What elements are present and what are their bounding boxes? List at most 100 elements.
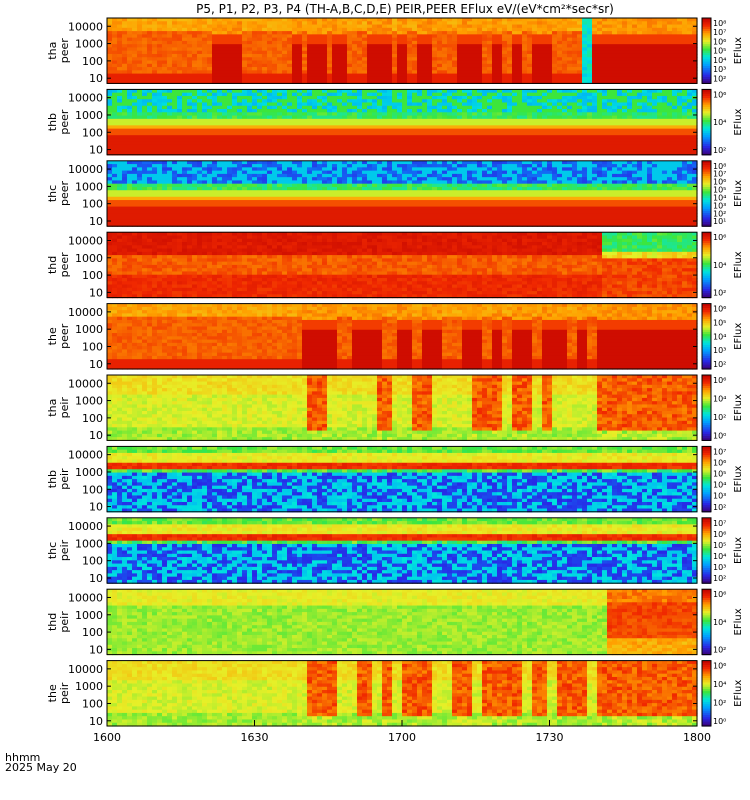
x-tick-label: 1600 — [93, 731, 121, 744]
colorbar-label: EFlux — [733, 323, 744, 350]
y-tick-label: 10000 — [68, 234, 103, 247]
panel-label-species: peer — [58, 181, 71, 207]
colorbar-label: EFlux — [733, 394, 744, 421]
colorbar-tick-label: 10⁴ — [713, 261, 726, 270]
y-tick-label: 10000 — [68, 377, 103, 390]
y-tick-label: 100 — [82, 55, 103, 68]
colorbar-tick-label: 10² — [713, 646, 726, 655]
panel-label-species: peir — [58, 611, 71, 633]
y-tick-label: 100 — [82, 126, 103, 139]
colorbar-tick-label: 10³ — [713, 492, 726, 501]
y-tick-label: 100 — [82, 412, 103, 425]
colorbar-tick-label: 10⁴ — [713, 332, 726, 341]
spectrogram-the-peir — [107, 661, 698, 727]
panel-label-species: peer — [58, 252, 71, 278]
y-tick-label: 1000 — [75, 537, 103, 550]
y-tick-label: 10 — [89, 72, 103, 85]
colorbar-tick-label: 10² — [713, 146, 726, 155]
panel-label-species: peer — [58, 109, 71, 135]
colorbar-tick-label: 10² — [713, 413, 726, 422]
colorbar-tick-label: 10¹ — [713, 217, 726, 226]
colorbar-tick-label: 10⁷ — [713, 28, 726, 37]
chart-title: P5, P1, P2, P3, P4 (TH-A,B,C,D,E) PEIR,P… — [196, 2, 614, 16]
colorbar-tick-label: 10⁴ — [713, 680, 726, 689]
y-tick-label: 1000 — [75, 466, 103, 479]
y-tick-label: 10000 — [68, 92, 103, 105]
colorbar-tick-label: 10² — [713, 699, 726, 708]
y-tick-label: 10 — [89, 429, 103, 442]
colorbar-tick-label: 10⁷ — [713, 447, 726, 456]
colorbar-label: EFlux — [733, 680, 744, 707]
colorbar-tick-label: 10⁵ — [713, 318, 726, 327]
colorbar-tick-label: 10⁶ — [713, 530, 726, 539]
panel-label-species: peir — [58, 682, 71, 704]
colorbar-label: EFlux — [733, 608, 744, 635]
x-tick-label: 1700 — [388, 731, 416, 744]
colorbar-tick-label: 10² — [713, 360, 726, 369]
y-tick-label: 10000 — [68, 520, 103, 533]
x-tick-label: 1800 — [683, 731, 711, 744]
y-tick-label: 100 — [82, 198, 103, 211]
colorbar-tick-label: 10⁶ — [713, 90, 726, 99]
y-tick-label: 1000 — [75, 395, 103, 408]
spectrogram-thd-peer — [107, 232, 698, 298]
y-tick-label: 1000 — [75, 109, 103, 122]
colorbar-tick-label: 10² — [713, 574, 726, 583]
colorbar-tick-label: 10⁴ — [713, 394, 726, 403]
y-tick-label: 100 — [82, 626, 103, 639]
y-tick-label: 100 — [82, 483, 103, 496]
colorbar-tick-label: 10³ — [713, 65, 726, 74]
colorbar-tick-label: 10⁵ — [713, 470, 726, 479]
colorbar-tick-label: 10⁶ — [713, 590, 726, 599]
panel-label-species: peer — [58, 323, 71, 349]
x-tick-label: 1730 — [536, 731, 564, 744]
colorbar-tick-label: 10⁴ — [713, 481, 726, 490]
y-tick-label: 10 — [89, 572, 103, 585]
y-tick-label: 1000 — [75, 680, 103, 693]
panel-label-species: peir — [58, 397, 71, 419]
colorbar-tick-label: 10⁴ — [713, 118, 726, 127]
colorbar-tick-label: 10⁶ — [713, 305, 726, 314]
colorbar-tick-label: 10⁰ — [713, 431, 726, 440]
y-tick-label: 10 — [89, 144, 103, 157]
panel-label-species: peir — [58, 539, 71, 561]
panel-label-species: peer — [58, 38, 71, 64]
y-tick-label: 10000 — [68, 449, 103, 462]
colorbar-tick-label: 10² — [713, 74, 726, 83]
y-tick-label: 1000 — [75, 252, 103, 265]
x-axis-label-date: 2025 May 20 — [5, 761, 77, 774]
colorbar-label: EFlux — [733, 37, 744, 64]
colorbar-tick-label: 10³ — [713, 346, 726, 355]
colorbar-tick-label: 10⁶ — [713, 37, 726, 46]
colorbar-tick-label: 10⁷ — [713, 519, 726, 528]
colorbar-label: EFlux — [733, 108, 744, 135]
panel-label-species: peir — [58, 468, 71, 490]
colorbar-label: EFlux — [733, 537, 744, 564]
y-tick-label: 10 — [89, 358, 103, 371]
y-tick-label: 10 — [89, 215, 103, 228]
colorbar-tick-label: 10⁰ — [713, 717, 726, 726]
colorbar-tick-label: 10⁴ — [713, 618, 726, 627]
spectrogram-tha-peir — [107, 375, 698, 441]
spectrogram-thb-peer — [107, 89, 698, 155]
y-tick-label: 100 — [82, 697, 103, 710]
y-tick-label: 10000 — [68, 306, 103, 319]
colorbar-tick-label: 10³ — [713, 563, 726, 572]
spectrogram-thc-peer — [107, 161, 698, 227]
y-tick-label: 10000 — [68, 20, 103, 33]
y-tick-label: 10 — [89, 715, 103, 728]
y-tick-label: 10 — [89, 643, 103, 656]
spectrogram-thd-peir — [107, 589, 698, 655]
colorbar-label: EFlux — [733, 251, 744, 278]
colorbar-tick-label: 10⁶ — [713, 458, 726, 467]
colorbar-label: EFlux — [733, 465, 744, 492]
colorbar-tick-label: 10⁵ — [713, 47, 726, 56]
y-tick-label: 1000 — [75, 38, 103, 51]
y-tick-label: 100 — [82, 340, 103, 353]
